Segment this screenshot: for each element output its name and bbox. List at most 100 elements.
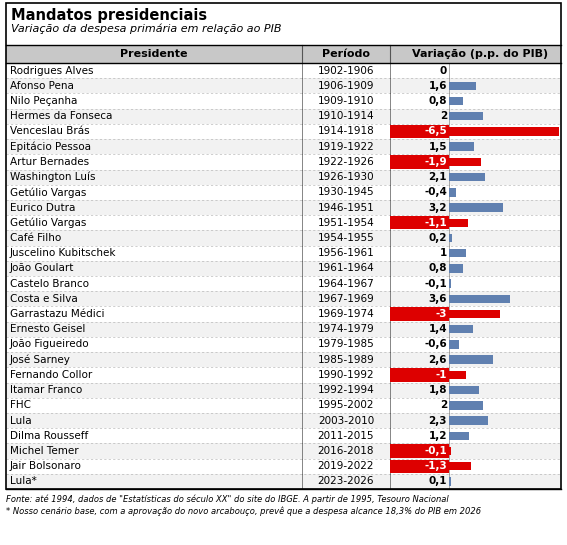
Text: 2023-2026: 2023-2026 — [318, 476, 374, 486]
Text: Variação da despesa primária em relação ao PIB: Variação da despesa primária em relação … — [11, 23, 281, 33]
Text: 1902-1906: 1902-1906 — [318, 65, 374, 76]
Text: 2: 2 — [440, 111, 447, 121]
Text: Afonso Pena: Afonso Pena — [10, 81, 74, 91]
Text: Variação (p.p. do PIB): Variação (p.p. do PIB) — [412, 49, 548, 59]
Text: 2019-2022: 2019-2022 — [318, 461, 374, 471]
Bar — [6, 383, 561, 398]
Text: 1909-1910: 1909-1910 — [318, 96, 374, 106]
Text: -1,9: -1,9 — [424, 157, 447, 167]
Text: 2,6: 2,6 — [429, 355, 447, 365]
Bar — [6, 428, 561, 443]
Text: -6,5: -6,5 — [424, 126, 447, 136]
Text: -0,1: -0,1 — [424, 278, 447, 289]
Bar — [449, 249, 466, 257]
Bar — [390, 459, 449, 473]
Bar — [449, 401, 483, 409]
Text: João Goulart: João Goulart — [10, 263, 74, 274]
Text: 1974-1979: 1974-1979 — [318, 324, 374, 334]
Text: Período: Período — [322, 49, 370, 59]
Text: Café Filho: Café Filho — [10, 233, 61, 243]
Bar — [6, 474, 561, 489]
Text: 2,1: 2,1 — [429, 172, 447, 182]
Bar — [390, 125, 449, 138]
Bar — [6, 306, 561, 322]
Text: Fernando Collor: Fernando Collor — [10, 370, 92, 380]
Text: 1961-1964: 1961-1964 — [318, 263, 374, 274]
Text: -1: -1 — [435, 370, 447, 380]
Bar — [449, 295, 510, 303]
Text: Washington Luís: Washington Luís — [10, 172, 95, 183]
Text: 1922-1926: 1922-1926 — [318, 157, 374, 167]
Text: Epitácio Pessoa: Epitácio Pessoa — [10, 142, 91, 152]
Text: -0,6: -0,6 — [424, 340, 447, 349]
Text: -3: -3 — [435, 309, 447, 319]
Bar — [449, 234, 452, 242]
Text: 1914-1918: 1914-1918 — [318, 126, 374, 136]
Text: 1: 1 — [440, 248, 447, 258]
Bar — [6, 215, 561, 231]
Text: Garrastazu Médici: Garrastazu Médici — [10, 309, 104, 319]
Bar — [6, 93, 561, 108]
Text: Mandatos presidenciais: Mandatos presidenciais — [11, 8, 207, 23]
Bar — [449, 386, 480, 394]
Bar — [6, 337, 561, 352]
Text: Lula: Lula — [10, 415, 32, 426]
Text: Castelo Branco: Castelo Branco — [10, 278, 89, 289]
Bar — [449, 371, 466, 379]
Text: Rodrigues Alves: Rodrigues Alves — [10, 65, 94, 76]
Bar — [390, 307, 449, 320]
Text: João Figueiredo: João Figueiredo — [10, 340, 90, 349]
Text: 1992-1994: 1992-1994 — [318, 385, 374, 395]
Text: José Sarney: José Sarney — [10, 354, 71, 365]
Text: 1995-2002: 1995-2002 — [318, 401, 374, 410]
Text: 2003-2010: 2003-2010 — [318, 415, 374, 426]
Bar — [390, 444, 449, 458]
Text: Getúlio Vargas: Getúlio Vargas — [10, 187, 86, 198]
Bar — [449, 264, 463, 272]
Text: Eurico Dutra: Eurico Dutra — [10, 203, 75, 213]
Bar — [449, 82, 476, 90]
Bar — [449, 112, 483, 120]
Bar — [6, 185, 561, 200]
Bar — [449, 432, 469, 440]
Text: Dilma Rousseff: Dilma Rousseff — [10, 431, 88, 441]
Bar — [6, 200, 561, 215]
Bar — [6, 108, 561, 124]
Bar — [6, 413, 561, 428]
Bar — [6, 3, 561, 489]
Text: Michel Temer: Michel Temer — [10, 446, 79, 456]
Text: 1979-1985: 1979-1985 — [318, 340, 374, 349]
Bar — [6, 154, 561, 169]
Text: Itamar Franco: Itamar Franco — [10, 385, 82, 395]
Bar — [449, 280, 451, 288]
Bar — [6, 322, 561, 337]
Text: * Nosso cenário base, com a aprovação do novo arcabouço, prevê que a despesa alc: * Nosso cenário base, com a aprovação do… — [6, 506, 481, 516]
Text: -1,1: -1,1 — [424, 218, 447, 228]
Text: -1,3: -1,3 — [424, 461, 447, 471]
Bar — [449, 219, 468, 227]
Bar — [449, 188, 456, 197]
Text: Costa e Silva: Costa e Silva — [10, 294, 78, 304]
Bar — [449, 355, 493, 364]
Text: 1,6: 1,6 — [429, 81, 447, 91]
Bar — [449, 462, 471, 470]
Bar — [6, 443, 561, 458]
Bar — [449, 416, 488, 425]
Text: Ernesto Geisel: Ernesto Geisel — [10, 324, 86, 334]
Bar — [6, 352, 561, 367]
Bar — [449, 142, 475, 151]
Bar — [390, 216, 449, 229]
Bar — [6, 231, 561, 246]
Text: Hermes da Fonseca: Hermes da Fonseca — [10, 111, 112, 121]
Bar — [449, 310, 500, 318]
Text: 0: 0 — [440, 65, 447, 76]
Text: 1954-1955: 1954-1955 — [318, 233, 374, 243]
Bar — [390, 155, 449, 168]
Text: Fonte: até 1994, dados de "Estatísticas do século XX" do site do IBGE. A partir : Fonte: até 1994, dados de "Estatísticas … — [6, 494, 448, 504]
Bar — [6, 63, 561, 78]
Bar — [6, 124, 561, 139]
Bar — [449, 97, 463, 105]
Text: Venceslau Brás: Venceslau Brás — [10, 126, 90, 136]
Bar — [6, 78, 561, 93]
Bar — [449, 173, 485, 181]
